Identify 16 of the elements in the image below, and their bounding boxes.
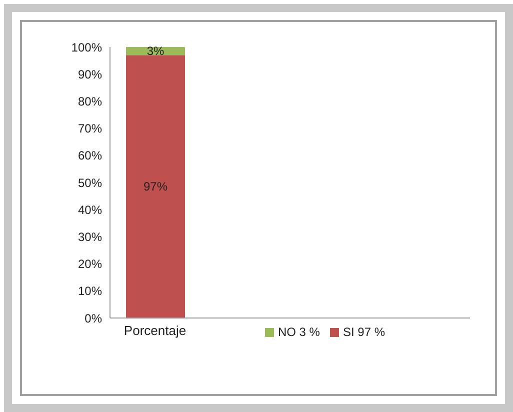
y-tick-label: 30% bbox=[78, 230, 102, 244]
y-tick-label: 60% bbox=[78, 148, 102, 163]
y-tick-label: 50% bbox=[78, 176, 102, 190]
y-tick-label: 20% bbox=[78, 257, 102, 272]
y-tick-label: 70% bbox=[78, 122, 102, 136]
x-tick-label: Porcentaje bbox=[124, 323, 186, 338]
data-label: 97% bbox=[143, 180, 168, 194]
y-tick-label: 10% bbox=[78, 284, 102, 298]
legend-label: SI 97 % bbox=[342, 325, 386, 339]
y-tick-label: 100% bbox=[71, 40, 102, 54]
y-tick-label: 0% bbox=[84, 311, 102, 326]
legend-label: NO 3 % bbox=[278, 325, 320, 339]
y-tick-label: 90% bbox=[78, 67, 102, 82]
data-label: 3% bbox=[146, 44, 164, 58]
y-tick-label: 40% bbox=[78, 202, 102, 217]
y-tick-label: 80% bbox=[78, 94, 102, 108]
